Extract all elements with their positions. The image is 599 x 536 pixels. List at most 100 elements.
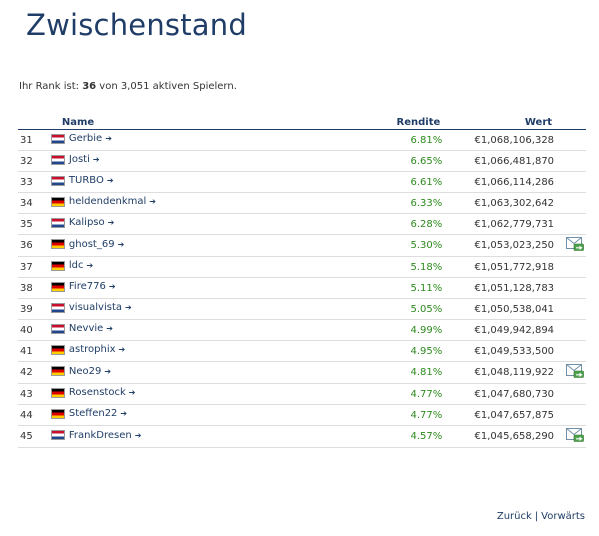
name-cell: Gerbie ➔ xyxy=(47,129,297,151)
player-name[interactable]: TURBO xyxy=(68,175,104,187)
player-name[interactable]: Kalipso xyxy=(68,217,105,229)
player-name[interactable]: Gerbie xyxy=(68,133,103,145)
page-title: Zwischenstand xyxy=(26,8,247,42)
flag-germany-icon xyxy=(50,239,65,250)
player-name[interactable]: Rosenstock xyxy=(68,387,126,399)
name-cell: ghost_69 ➔ xyxy=(47,234,297,257)
message-cell xyxy=(554,404,586,426)
header-wert[interactable]: Wert xyxy=(442,115,555,130)
header-name[interactable]: Name xyxy=(47,115,297,130)
rank-suffix: von 3,051 aktiven Spielern. xyxy=(96,81,237,92)
rendite-cell: 6.28% xyxy=(296,213,443,235)
pager-separator: | xyxy=(534,511,539,522)
back-link[interactable]: Zurück xyxy=(496,511,532,522)
table-row: 32 Josti ➔ 6.65% €1,066,481,870 xyxy=(18,150,586,172)
name-cell: heldendenkmal ➔ xyxy=(47,192,297,214)
message-cell xyxy=(554,361,586,384)
player-name[interactable]: FrankDresen xyxy=(68,429,132,441)
player-link[interactable]: Gerbie ➔ xyxy=(48,133,112,144)
arrow-right-icon[interactable]: ➔ xyxy=(134,430,142,440)
table-row: 31 Gerbie ➔ 6.81% €1,068,106,328 xyxy=(18,129,586,151)
player-link[interactable]: Rosenstock ➔ xyxy=(48,387,136,399)
message-cell xyxy=(554,129,586,151)
flag-germany-icon xyxy=(50,196,65,207)
player-name[interactable]: ghost_69 xyxy=(68,238,115,250)
message-cell xyxy=(554,319,586,341)
mail-send-icon[interactable] xyxy=(566,428,584,445)
arrow-right-icon[interactable]: ➔ xyxy=(104,366,112,376)
arrow-right-icon[interactable]: ➔ xyxy=(120,409,128,419)
arrow-right-icon[interactable]: ➔ xyxy=(107,218,115,228)
flag-germany-icon xyxy=(50,387,65,398)
mail-send-icon[interactable] xyxy=(566,364,584,381)
rank-cell: 32 xyxy=(18,150,48,172)
player-link[interactable]: Nevvie ➔ xyxy=(48,323,113,334)
arrow-right-icon[interactable]: ➔ xyxy=(92,155,100,165)
rendite-cell: 4.77% xyxy=(296,383,443,405)
player-link[interactable]: TURBO ➔ xyxy=(48,175,114,186)
player-name[interactable]: Josti xyxy=(68,154,90,166)
player-name[interactable]: visualvista xyxy=(68,302,122,314)
arrow-right-icon[interactable]: ➔ xyxy=(106,324,113,334)
mail-send-icon[interactable] xyxy=(566,237,584,254)
arrow-right-icon[interactable]: ➔ xyxy=(117,239,125,249)
arrow-right-icon[interactable]: ➔ xyxy=(105,134,112,144)
wert-cell: €1,053,023,250 xyxy=(442,234,555,257)
flag-germany-icon xyxy=(50,281,65,292)
rank-cell: 33 xyxy=(18,171,48,193)
player-link[interactable]: Josti ➔ xyxy=(48,154,100,165)
player-link[interactable]: Kalipso ➔ xyxy=(48,217,114,228)
arrow-right-icon[interactable]: ➔ xyxy=(118,345,126,355)
player-name[interactable]: ldc xyxy=(68,260,84,272)
wert-cell: €1,068,106,328 xyxy=(442,129,555,151)
header-rendite[interactable]: Rendite xyxy=(296,115,443,130)
rendite-cell: 6.61% xyxy=(296,171,443,193)
player-name[interactable]: heldendenkmal xyxy=(68,196,147,208)
player-link[interactable]: Steffen22 ➔ xyxy=(48,408,127,419)
player-link[interactable]: heldendenkmal ➔ xyxy=(48,196,156,207)
rank-cell: 39 xyxy=(18,298,48,320)
player-link[interactable]: Fire776 ➔ xyxy=(48,281,116,292)
wert-cell: €1,048,119,922 xyxy=(442,361,555,384)
name-cell: Neo29 ➔ xyxy=(47,361,297,384)
player-name[interactable]: astrophix xyxy=(68,344,116,356)
flag-netherlands-icon xyxy=(50,430,65,441)
name-cell: FrankDresen ➔ xyxy=(47,425,297,448)
rendite-cell: 5.18% xyxy=(296,256,443,278)
message-cell xyxy=(554,234,586,257)
arrow-right-icon[interactable]: ➔ xyxy=(125,303,132,313)
message-cell xyxy=(554,256,586,278)
player-name[interactable]: Nevvie xyxy=(68,323,104,335)
table-row: 43 Rosenstock ➔ 4.77% €1,047,680,730 xyxy=(18,383,586,405)
rendite-cell: 5.05% xyxy=(296,298,443,320)
flag-germany-icon xyxy=(50,344,65,355)
player-link[interactable]: ldc ➔ xyxy=(48,260,93,271)
player-link[interactable]: astrophix ➔ xyxy=(48,344,125,355)
rank-cell: 41 xyxy=(18,340,48,362)
player-name[interactable]: Neo29 xyxy=(68,365,102,377)
player-link[interactable]: FrankDresen ➔ xyxy=(48,429,142,441)
table-row: 36 ghost_69 ➔ 5.30% €1,053,023,250 xyxy=(18,234,586,257)
player-name[interactable]: Steffen22 xyxy=(68,408,118,420)
arrow-right-icon[interactable]: ➔ xyxy=(149,197,156,207)
forward-link[interactable]: Vorwärts xyxy=(541,511,585,522)
arrow-right-icon[interactable]: ➔ xyxy=(128,388,136,398)
wert-cell: €1,051,128,783 xyxy=(442,277,555,299)
flag-germany-icon xyxy=(50,408,65,419)
table-row: 42 Neo29 ➔ 4.81% €1,048,119,922 xyxy=(18,361,586,384)
wert-cell: €1,051,772,918 xyxy=(442,256,555,278)
player-name[interactable]: Fire776 xyxy=(68,281,106,293)
name-cell: Josti ➔ xyxy=(47,150,297,172)
arrow-right-icon[interactable]: ➔ xyxy=(86,261,94,271)
wert-cell: €1,050,538,041 xyxy=(442,298,555,320)
arrow-right-icon[interactable]: ➔ xyxy=(108,282,116,292)
wert-cell: €1,047,680,730 xyxy=(442,383,555,405)
flag-netherlands-icon xyxy=(50,154,65,165)
player-link[interactable]: visualvista ➔ xyxy=(48,302,132,313)
arrow-right-icon[interactable]: ➔ xyxy=(106,176,114,186)
player-link[interactable]: ghost_69 ➔ xyxy=(48,239,124,250)
table-row: 34 heldendenkmal ➔ 6.33% €1,063,302,642 xyxy=(18,192,586,214)
message-cell xyxy=(554,150,586,172)
player-link[interactable]: Neo29 ➔ xyxy=(48,366,111,377)
name-cell: Rosenstock ➔ xyxy=(47,383,297,405)
